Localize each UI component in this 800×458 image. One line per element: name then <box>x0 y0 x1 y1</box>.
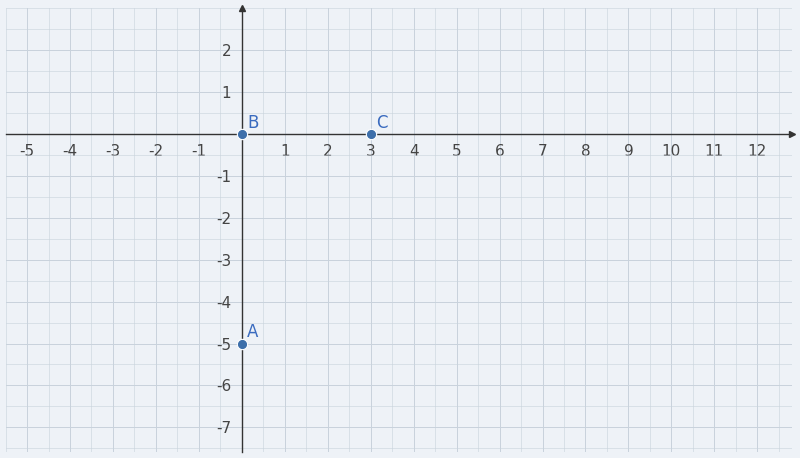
Text: B: B <box>247 114 258 132</box>
Point <box>235 340 248 347</box>
Text: A: A <box>247 323 258 341</box>
Point <box>235 131 248 138</box>
Text: C: C <box>376 114 387 132</box>
Point <box>364 131 377 138</box>
